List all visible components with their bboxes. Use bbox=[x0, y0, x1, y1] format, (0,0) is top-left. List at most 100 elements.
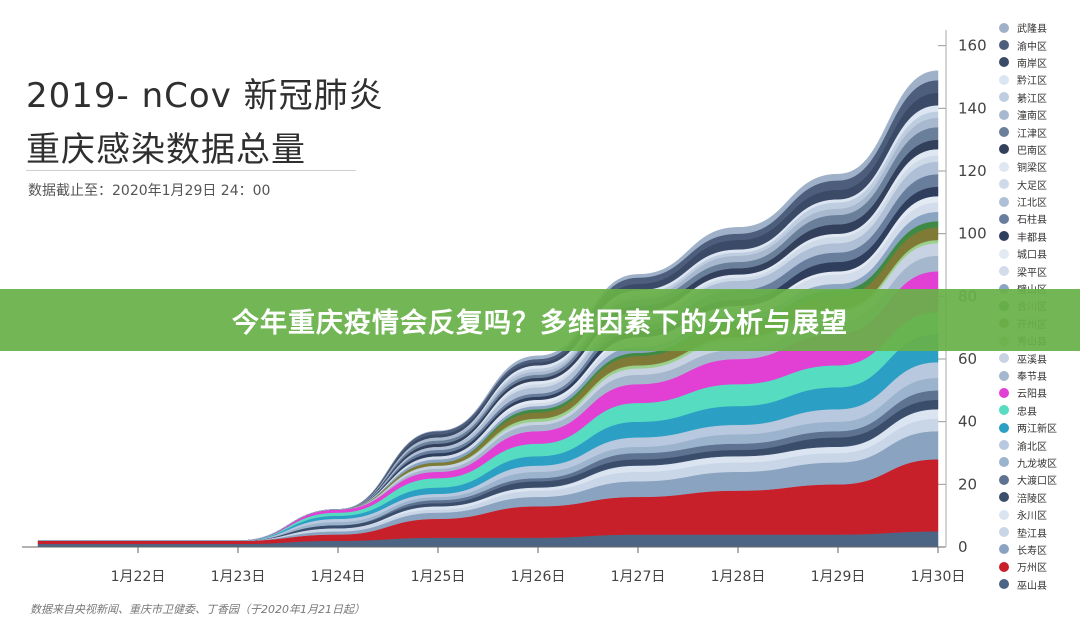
legend-item[interactable]: 梁平区 bbox=[999, 262, 1057, 279]
legend-label: 江津区 bbox=[1017, 128, 1047, 140]
legend-item[interactable]: 城口县 bbox=[999, 245, 1057, 262]
legend-item[interactable]: 巫溪县 bbox=[999, 349, 1057, 366]
legend-label: 江北区 bbox=[1017, 198, 1047, 210]
legend-label: 垫江县 bbox=[1017, 528, 1047, 540]
legend-swatch bbox=[999, 109, 1009, 120]
legend-item[interactable]: 九龙坡区 bbox=[999, 454, 1057, 471]
legend-label: 奉节县 bbox=[1017, 372, 1047, 383]
y-tick-label: 20 bbox=[958, 475, 977, 493]
legend-label: 大渡口区 bbox=[1017, 476, 1057, 488]
legend-item[interactable]: 两江新区 bbox=[999, 419, 1057, 436]
y-tick-label: 0 bbox=[958, 538, 968, 556]
y-tick-label: 60 bbox=[958, 350, 977, 368]
legend-item[interactable]: 奉节县 bbox=[999, 367, 1057, 384]
y-tick-label: 120 bbox=[958, 162, 987, 180]
legend-swatch bbox=[999, 544, 1009, 555]
area-layers bbox=[37, 70, 939, 548]
legend-swatch bbox=[999, 74, 1009, 85]
legend-label: 巫溪县 bbox=[1017, 354, 1047, 366]
legend-item[interactable]: 黔江区 bbox=[999, 71, 1057, 88]
legend-label: 万州区 bbox=[1017, 563, 1047, 575]
series-area bbox=[38, 70, 939, 541]
legend-label: 巫山县 bbox=[1017, 580, 1047, 592]
x-tick-label: 1月27日 bbox=[611, 569, 666, 585]
legend-swatch bbox=[999, 370, 1009, 381]
legend-label: 黔江区 bbox=[1017, 76, 1047, 88]
legend-swatch bbox=[999, 353, 1009, 364]
y-tick-label: 140 bbox=[958, 99, 987, 117]
legend-item[interactable]: 潼南区 bbox=[999, 106, 1057, 123]
legend-item[interactable]: 南岸区 bbox=[999, 54, 1057, 71]
legend-item[interactable]: 武隆县 bbox=[999, 19, 1057, 36]
legend-swatch bbox=[999, 579, 1009, 590]
legend-label: 渝北区 bbox=[1017, 441, 1047, 453]
legend-label: 石柱县 bbox=[1017, 215, 1047, 227]
legend-swatch bbox=[999, 22, 1009, 33]
legend-swatch bbox=[999, 474, 1009, 485]
chart-subtitle: 重庆感染数据总量 bbox=[26, 130, 306, 170]
legend-item[interactable]: 云阳县 bbox=[999, 384, 1057, 401]
legend-swatch bbox=[999, 144, 1009, 155]
legend-label: 铜梁区 bbox=[1017, 163, 1047, 175]
legend-label: 城口县 bbox=[1017, 250, 1047, 262]
data-source-note: 数据来自央视新闻、重庆市卫健委、丁香园（于2020年1月21日起） bbox=[30, 603, 365, 616]
legend-swatch bbox=[999, 266, 1009, 277]
y-axis-ticks: 020406080100120140160 bbox=[958, 37, 987, 556]
legend-swatch bbox=[999, 283, 1009, 294]
x-tick-label: 1月26日 bbox=[511, 569, 566, 585]
legend-item[interactable]: 渝北区 bbox=[999, 436, 1057, 453]
legend-label: 武隆县 bbox=[1017, 24, 1047, 36]
legend-swatch bbox=[999, 248, 1009, 259]
x-tick-label: 1月23日 bbox=[211, 569, 266, 585]
y-tick-label: 40 bbox=[958, 413, 977, 431]
legend-swatch bbox=[999, 196, 1009, 207]
legend-item[interactable]: 石柱县 bbox=[999, 210, 1057, 227]
x-tick-label: 1月29日 bbox=[811, 569, 866, 585]
legend-label: 涪陵区 bbox=[1017, 493, 1047, 505]
legend-label: 云阳县 bbox=[1017, 389, 1047, 401]
x-tick-label: 1月28日 bbox=[711, 569, 766, 585]
data-cutoff-note: 数据截止至：2020年1月29日 24：00 bbox=[28, 183, 271, 199]
legend-item[interactable]: 大渡口区 bbox=[999, 471, 1057, 488]
legend-item[interactable]: 渝中区 bbox=[999, 36, 1057, 53]
legend-item[interactable]: 涪陵区 bbox=[999, 489, 1057, 506]
legend-item[interactable]: 綦江区 bbox=[999, 89, 1057, 106]
legend-item[interactable]: 巫山县 bbox=[999, 576, 1057, 593]
legend-item[interactable]: 丰都县 bbox=[999, 228, 1057, 245]
legend-swatch bbox=[999, 179, 1009, 190]
legend-swatch bbox=[999, 492, 1009, 503]
legend-label: 梁平区 bbox=[1017, 267, 1047, 279]
legend-swatch bbox=[999, 405, 1009, 416]
legend-swatch bbox=[999, 422, 1009, 433]
legend-swatch bbox=[999, 57, 1009, 68]
legend-swatch bbox=[999, 40, 1009, 51]
legend-item[interactable]: 永川区 bbox=[999, 506, 1057, 523]
legend-item[interactable]: 铜梁区 bbox=[999, 158, 1057, 175]
legend-item[interactable]: 大足区 bbox=[999, 176, 1057, 193]
legend-swatch bbox=[999, 457, 1009, 468]
legend-item[interactable]: 忠县 bbox=[999, 402, 1057, 419]
legend-label: 永川区 bbox=[1017, 511, 1047, 523]
legend-swatch bbox=[999, 213, 1009, 224]
legend-label: 潼南区 bbox=[1017, 111, 1047, 123]
legend-item[interactable]: 垫江县 bbox=[999, 523, 1057, 540]
legend-swatch bbox=[999, 387, 1009, 398]
legend-item[interactable]: 万州区 bbox=[999, 558, 1057, 575]
y-tick-label: 100 bbox=[958, 225, 987, 243]
x-axis-ticks: 1月22日 1月23日 1月24日 1月25日 1月26日 1月27日 1月28日 1月29日… bbox=[111, 547, 966, 585]
legend-swatch bbox=[999, 509, 1009, 520]
legend-swatch bbox=[999, 92, 1009, 103]
legend-label: 丰都县 bbox=[1017, 232, 1047, 244]
x-tick-label: 1月22日 bbox=[111, 569, 166, 585]
legend-item[interactable]: 巴南区 bbox=[999, 141, 1057, 158]
headline-text: 今年重庆疫情会反复吗？多维因素下的分析与展望 bbox=[232, 307, 848, 339]
legend-item[interactable]: 江津区 bbox=[999, 123, 1057, 140]
legend-label: 两江新区 bbox=[1017, 424, 1057, 436]
x-tick-label: 1月30日 bbox=[911, 569, 966, 585]
legend-label: 大足区 bbox=[1017, 180, 1047, 192]
legend-swatch bbox=[999, 161, 1009, 172]
legend-item[interactable]: 江北区 bbox=[999, 193, 1057, 210]
legend-item[interactable]: 长寿区 bbox=[999, 541, 1057, 558]
legend-swatch bbox=[999, 561, 1009, 572]
